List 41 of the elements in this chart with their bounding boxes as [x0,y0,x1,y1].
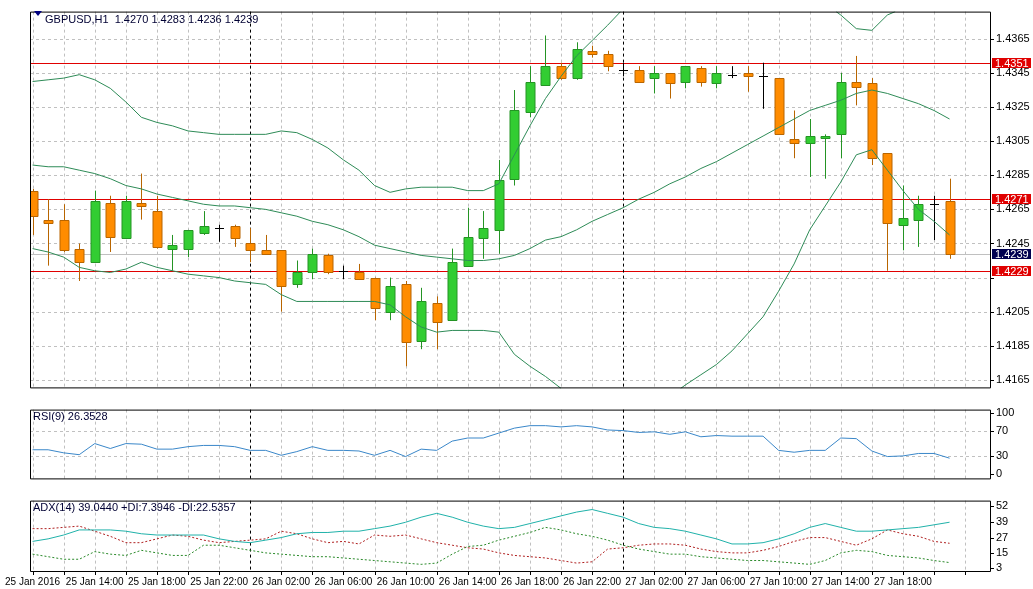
x-tick-label: 26 Jan 18:00 [501,575,560,587]
y-tick-label: 0 [996,467,1003,480]
x-tick-label: 26 Jan 06:00 [314,575,373,587]
ref-line-label: 1.4239 [995,247,1029,260]
x-tick-label: 27 Jan 02:00 [625,575,684,587]
y-tick-label: 1.4265 [996,202,1030,215]
x-tick-label: 27 Jan 10:00 [749,575,808,587]
y-tick-label: 30 [996,448,1009,461]
y-tick-label: 1.4245 [996,236,1030,249]
x-tick-label: 27 Jan 06:00 [687,575,746,587]
y-tick-label: 1.4165 [996,372,1030,385]
y-tick-label: 1.4185 [996,338,1030,351]
x-tick-label: 26 Jan 10:00 [376,575,435,587]
x-tick-label: 27 Jan 18:00 [874,575,933,587]
chart-title: GBPUSD,H1 1.4270 1.4283 1.4236 1.4239 [45,12,259,25]
y-tick-label: 1.4345 [996,66,1030,79]
y-tick-label: 100 [996,405,1015,418]
ref-line-label: 1.4271 [995,192,1029,205]
y-tick-label: 3 [996,561,1003,574]
y-tick-label: 27 [996,530,1009,543]
x-tick-label: 27 Jan 14:00 [811,575,871,587]
y-tick-label: 39 [996,515,1009,528]
x-tick-label: 25 Jan 22:00 [190,575,249,587]
y-tick-label: 1.4325 [996,100,1030,113]
ref-line-label: 1.4351 [995,56,1029,69]
x-tick-label: 26 Jan 22:00 [563,575,622,587]
y-tick-label: 70 [996,424,1009,437]
chart-title: RSI(9) 26.3528 [33,409,108,422]
x-tick-label: 25 Jan 2016 [5,575,61,587]
x-tick-label: 26 Jan 14:00 [438,575,498,587]
x-tick-label: 25 Jan 14:00 [65,575,125,587]
y-tick-label: 52 [996,498,1009,511]
x-tick-label: 25 Jan 18:00 [128,575,187,587]
ref-line-label: 1.4229 [995,264,1029,277]
y-tick-label: 1.4305 [996,134,1030,147]
y-tick-label: 1.4205 [996,304,1030,317]
y-tick-label: 1.4365 [996,31,1030,44]
x-tick-label: 26 Jan 02:00 [252,575,311,587]
y-tick-label: 1.4285 [996,168,1030,181]
y-tick-label: 15 [996,545,1009,558]
chart-title: ADX(14) 39.0440 +DI:7.3946 -DI:22.5357 [33,500,236,513]
